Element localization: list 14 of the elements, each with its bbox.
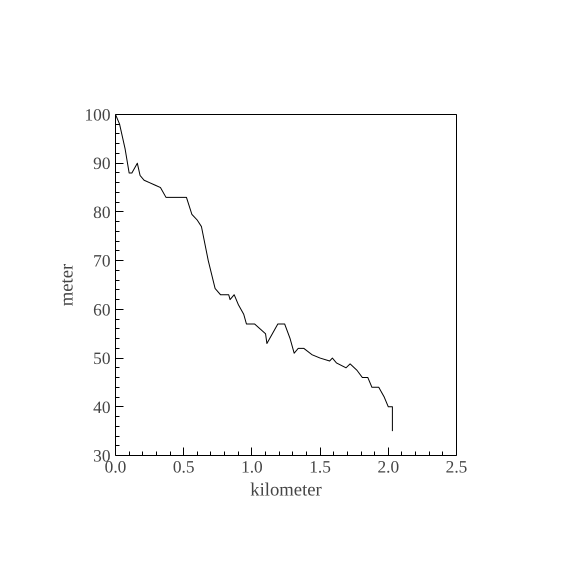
y-tick-label: 50: [93, 349, 110, 368]
y-tick-label: 70: [93, 252, 110, 271]
x-axis-title: kilometer: [250, 480, 323, 500]
x-tick-label: 1.0: [241, 458, 263, 476]
x-tick-label: 2.5: [446, 458, 468, 476]
x-tick-label: 1.5: [309, 458, 331, 476]
y-tick-label: 80: [93, 202, 110, 222]
y-axis-title: meter: [56, 262, 78, 306]
y-tick-label: 60: [93, 300, 110, 320]
y-tick-label: 100: [84, 106, 111, 124]
x-tick-label: 2.0: [377, 458, 400, 476]
y-tick-label: 40: [93, 398, 110, 417]
x-tick-label: 0.5: [172, 458, 195, 476]
y-tick-label: 90: [93, 154, 110, 174]
